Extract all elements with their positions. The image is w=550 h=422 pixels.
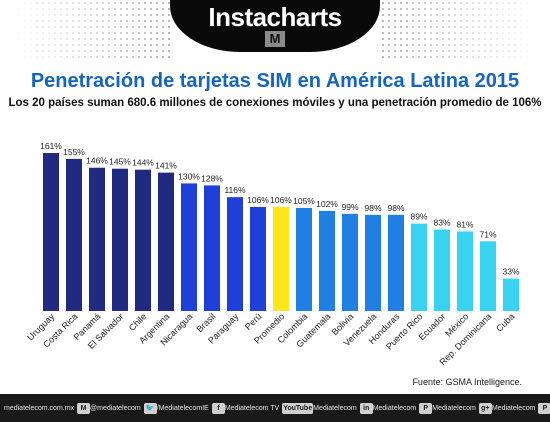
value-label: 130%	[178, 171, 200, 181]
value-label: 99%	[341, 202, 358, 212]
mediatelecom-logo-icon: M	[265, 31, 285, 47]
source-note: Fuente: GSMA Intelligence.	[412, 377, 522, 387]
bar-chile	[135, 169, 151, 311]
chart-subtitle: Los 20 países suman 680.6 millones de co…	[8, 97, 542, 109]
bar-puerto-rico	[411, 223, 427, 311]
value-labels-group: 161%155%146% 145% 144% 141%130% 128%116%106%…	[40, 141, 520, 277]
footer-item-youtube[interactable]: Mediatelecom TV YouTube	[224, 402, 314, 414]
bar-promedio	[273, 206, 289, 311]
footer-bar: mediatelecom.com.mx M @mediatelecom 🐦 /Med…	[0, 394, 550, 422]
value-label: 81%	[456, 220, 473, 230]
bar-costa-rica	[66, 158, 82, 311]
value-label: 146%	[86, 156, 108, 166]
value-label: 71%	[479, 229, 496, 239]
bar-guatemala	[319, 210, 335, 311]
youtube-icon: YouTube	[282, 402, 314, 414]
value-label: 89%	[410, 212, 427, 222]
value-label: 116%	[224, 185, 246, 195]
periscope-icon: P	[538, 402, 550, 414]
bar-rep-dominicana	[480, 241, 496, 311]
value-label: 128%	[201, 173, 223, 183]
value-label: 102%	[316, 199, 338, 209]
footer-item-facebook[interactable]: /MediatelecomIE f	[157, 402, 225, 414]
bar-venezuela	[365, 214, 381, 311]
dot-pattern-right	[380, 0, 540, 62]
footer-item-pinterest[interactable]: Mediatelecom P	[373, 402, 433, 414]
google-plus-icon: g+	[478, 402, 492, 414]
value-label: 106%	[247, 195, 269, 205]
category-label: Cuba	[494, 311, 516, 333]
brand-banner: Instacharts M	[170, 0, 380, 52]
bar-colombia	[296, 207, 312, 311]
category-label: Perú	[243, 311, 264, 332]
value-label: 98%	[387, 203, 404, 213]
bar-bolivia	[342, 213, 358, 311]
value-label: 98%	[364, 203, 381, 213]
chart-title: Penetración de tarjetas SIM en América L…	[30, 70, 520, 92]
value-label: 106%	[270, 195, 292, 205]
bar-el-salvador	[112, 168, 128, 311]
bar-honduras	[388, 214, 404, 311]
header: Instacharts M	[0, 0, 550, 62]
bar-ecuador	[434, 229, 450, 311]
twitter-icon: 🐦	[143, 402, 157, 414]
mediatelecom-icon: M	[77, 402, 91, 414]
value-label: 145%	[109, 157, 131, 167]
footer-item-site[interactable]: mediatelecom.com.mx M	[4, 402, 91, 414]
value-label: 155%	[63, 147, 85, 157]
bar-méxico	[457, 231, 473, 311]
bar-brasil	[204, 185, 220, 311]
footer-item-periscope[interactable]: Mediatelecom P	[492, 402, 550, 414]
bars-group	[43, 153, 519, 311]
facebook-icon: f	[211, 402, 225, 414]
value-label: 105%	[293, 196, 315, 206]
value-label: 141%	[155, 161, 177, 171]
bar-chart: 161%155%146% 145% 144% 141%130% 128%116%106%…	[25, 141, 520, 367]
bar-uruguay	[43, 153, 59, 311]
value-label: 144%	[132, 158, 154, 168]
value-label: 161%	[40, 141, 62, 151]
bar-cuba	[503, 278, 519, 311]
footer-item-linkedin[interactable]: Mediatelecom in	[313, 402, 373, 414]
bar-perú	[250, 206, 266, 311]
bar-nicaragua	[181, 183, 197, 311]
bar-argentina	[158, 172, 174, 311]
pinterest-icon: P	[419, 402, 433, 414]
brand-title: Instacharts	[208, 2, 342, 32]
footer-item-twitter[interactable]: @mediatelecom 🐦	[90, 402, 157, 414]
bar-panamá	[89, 167, 105, 311]
bar-paraguay	[227, 197, 243, 311]
footer-item-googleplus[interactable]: Mediatelecom g+	[432, 402, 492, 414]
dot-pattern-left	[10, 0, 170, 62]
linkedin-icon: in	[359, 402, 373, 414]
value-label: 83%	[433, 218, 450, 228]
value-label: 33%	[502, 267, 519, 277]
